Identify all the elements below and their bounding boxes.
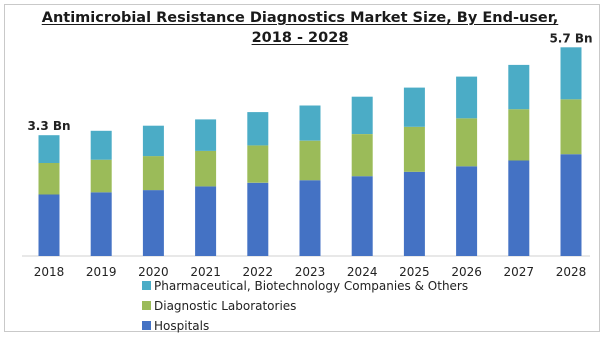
legend-swatch-0 bbox=[142, 321, 151, 330]
bar-2028-series-1 bbox=[560, 99, 582, 155]
bar-2020-series-1 bbox=[142, 156, 164, 191]
x-tick-label-2027: 2027 bbox=[504, 265, 535, 279]
bar-2021-series-1 bbox=[195, 150, 217, 187]
x-tick-label-2022: 2022 bbox=[243, 265, 274, 279]
bar-2023-series-0 bbox=[299, 180, 321, 256]
chart-title-line-1: Antimicrobial Resistance Diagnostics Mar… bbox=[41, 10, 559, 26]
bar-2025-series-0 bbox=[403, 171, 425, 256]
x-tick-label-2028: 2028 bbox=[556, 265, 587, 279]
bar-2024-series-1 bbox=[351, 134, 373, 177]
bar-2028-series-2 bbox=[560, 47, 582, 100]
data-label-2018: 3.3 Bn bbox=[27, 119, 70, 133]
bar-2025-series-2 bbox=[403, 87, 425, 127]
legend: Pharmaceutical, Biotechnology Companies … bbox=[142, 279, 468, 333]
legend-swatch-2 bbox=[142, 281, 151, 290]
bar-2018-series-0 bbox=[38, 194, 60, 256]
bar-2022-series-1 bbox=[247, 145, 269, 183]
bar-2019-series-0 bbox=[90, 192, 112, 256]
data-label-2028: 5.7 Bn bbox=[549, 31, 592, 45]
chart-title: Antimicrobial Resistance Diagnostics Mar… bbox=[0, 8, 600, 48]
x-tick-label-2024: 2024 bbox=[347, 265, 378, 279]
bar-2024-series-0 bbox=[351, 176, 373, 256]
bar-2020-series-0 bbox=[142, 190, 164, 256]
x-tick-label-2019: 2019 bbox=[86, 265, 117, 279]
legend-label-1: Diagnostic Laboratories bbox=[154, 299, 296, 313]
x-tick-label-2023: 2023 bbox=[295, 265, 326, 279]
bar-2027-series-2 bbox=[508, 64, 530, 110]
bar-2018-series-1 bbox=[38, 163, 60, 195]
bar-2018-series-2 bbox=[38, 135, 60, 163]
bar-2020-series-2 bbox=[142, 125, 164, 157]
bar-2023-series-1 bbox=[299, 140, 321, 181]
bar-2019-series-2 bbox=[90, 130, 112, 160]
bar-2023-series-2 bbox=[299, 105, 321, 141]
bar-2025-series-1 bbox=[403, 126, 425, 172]
bar-2028-series-0 bbox=[560, 154, 582, 256]
bar-2024-series-2 bbox=[351, 96, 373, 134]
bar-2026-series-1 bbox=[456, 118, 478, 167]
x-tick-label-2026: 2026 bbox=[451, 265, 482, 279]
legend-swatch-1 bbox=[142, 301, 151, 310]
bar-2026-series-0 bbox=[456, 166, 478, 256]
bar-2022-series-0 bbox=[247, 182, 269, 256]
bar-2027-series-0 bbox=[508, 160, 530, 256]
x-tick-label-2020: 2020 bbox=[138, 265, 169, 279]
legend-label-0: Hospitals bbox=[154, 319, 209, 333]
data-labels: 3.3 Bn 5.7 Bn bbox=[27, 31, 592, 133]
legend-label-2: Pharmaceutical, Biotechnology Companies … bbox=[154, 279, 468, 293]
x-tick-label-2018: 2018 bbox=[34, 265, 65, 279]
bar-2027-series-1 bbox=[508, 109, 530, 161]
x-tick-labels: 2018 2019 2020 2021 2022 2023 2024 2025 2026 2027… bbox=[34, 265, 587, 279]
x-tick-label-2025: 2025 bbox=[399, 265, 430, 279]
bar-2022-series-2 bbox=[247, 112, 269, 146]
chart-title-line-2: 2018 - 2028 bbox=[251, 30, 349, 46]
bars-group bbox=[38, 47, 582, 256]
bar-2021-series-0 bbox=[195, 186, 217, 256]
bar-2026-series-2 bbox=[456, 76, 478, 119]
bar-2021-series-2 bbox=[195, 119, 217, 151]
x-tick-label-2021: 2021 bbox=[190, 265, 221, 279]
bar-2019-series-1 bbox=[90, 159, 112, 193]
